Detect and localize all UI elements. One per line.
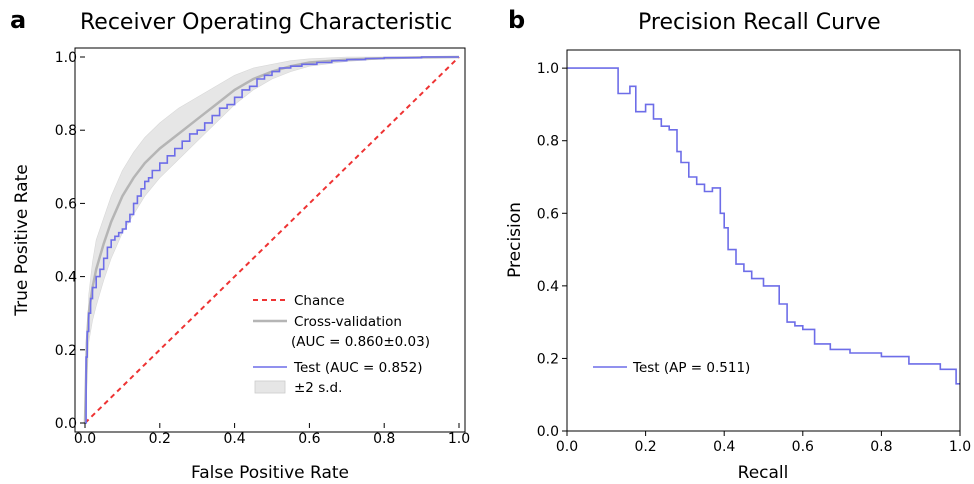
pr-y-axis: 0.0 0.2 0.4 0.6 0.8 1.0 [537, 61, 567, 440]
pr-x-tick-label: 1.0 [949, 439, 971, 455]
roc-x-tick-label: 0.0 [74, 431, 96, 447]
roc-y-tick-label: 0.8 [55, 123, 77, 139]
legend-chance-label: Chance [294, 293, 345, 309]
roc-lines-layer [83, 55, 460, 424]
legend-cv-auc-label: (AUC = 0.860±0.03) [291, 334, 430, 350]
pr-lines-layer [567, 67, 960, 385]
roc-x-axis: 0.0 0.2 0.4 0.6 0.8 1.0 [74, 423, 470, 447]
pr-y-tick-label: 0.0 [537, 424, 559, 440]
pr-plot-frame [566, 49, 961, 432]
legend-test-label: Test (AUC = 0.852) [293, 360, 423, 376]
pr-y-tick-label: 0.4 [537, 279, 559, 295]
roc-x-tick-label: 0.6 [298, 431, 320, 447]
pr-test-curve [567, 67, 960, 385]
pr-chart: 0.0 0.2 0.4 0.6 0.8 1.0 0.0 0.2 0.4 0.6 0.8 1.0 Re… [505, 49, 971, 483]
legend-cv-label: Cross-validation [294, 314, 402, 330]
roc-legend: Chance Cross-validation (AUC = 0.860±0.0… [253, 293, 430, 396]
roc-title: Receiver Operating Characteristic [80, 10, 453, 35]
pr-y-axis-label: Precision [505, 202, 525, 278]
legend-pr-test-label: Test (AP = 0.511) [632, 360, 750, 376]
pr-y-tick-label: 0.2 [537, 351, 559, 367]
roc-cv-mean-curve [83, 55, 460, 424]
roc-plot-frame [74, 47, 466, 433]
roc-x-axis-label: False Positive Rate [191, 463, 349, 483]
pr-legend: Test (AP = 0.511) [593, 360, 750, 376]
pr-x-axis-label: Recall [738, 463, 789, 483]
roc-y-tick-label: 0.0 [55, 416, 77, 432]
pr-x-tick-label: 0.4 [713, 439, 735, 455]
pr-title: Precision Recall Curve [638, 10, 881, 35]
legend-sd-label: ±2 s.d. [294, 380, 342, 396]
pr-x-tick-label: 0.8 [870, 439, 892, 455]
roc-x-tick-label: 1.0 [448, 431, 470, 447]
roc-chance-line [84, 56, 460, 424]
roc-y-tick-label: 1.0 [55, 50, 77, 66]
pr-x-tick-label: 0.6 [792, 439, 814, 455]
roc-test-curve [85, 56, 459, 424]
roc-y-tick-label: 0.4 [55, 270, 77, 286]
roc-x-tick-label: 0.4 [223, 431, 245, 447]
legend-sd-swatch [254, 380, 286, 394]
pr-y-tick-label: 0.6 [537, 206, 559, 222]
panel-b-letter: b [508, 6, 526, 34]
pr-y-tick-label: 0.8 [537, 134, 559, 150]
pr-x-tick-label: 0.0 [556, 439, 578, 455]
roc-y-tick-label: 0.2 [55, 343, 77, 359]
panel-a-letter: a [10, 6, 27, 34]
pr-x-axis: 0.0 0.2 0.4 0.6 0.8 1.0 [556, 431, 971, 455]
roc-y-tick-label: 0.6 [55, 196, 77, 212]
pr-x-tick-label: 0.2 [634, 439, 656, 455]
roc-y-axis-label: True Positive Rate [12, 164, 32, 316]
roc-x-tick-label: 0.2 [149, 431, 171, 447]
roc-y-axis: 0.0 0.2 0.4 0.6 0.8 1.0 [55, 50, 85, 432]
roc-x-tick-label: 0.8 [373, 431, 395, 447]
roc-chart: 0.0 0.2 0.4 0.6 0.8 1.0 0.0 0.2 0.4 0.6 0.8 1.0 Fa… [12, 47, 470, 483]
pr-y-tick-label: 1.0 [537, 61, 559, 77]
